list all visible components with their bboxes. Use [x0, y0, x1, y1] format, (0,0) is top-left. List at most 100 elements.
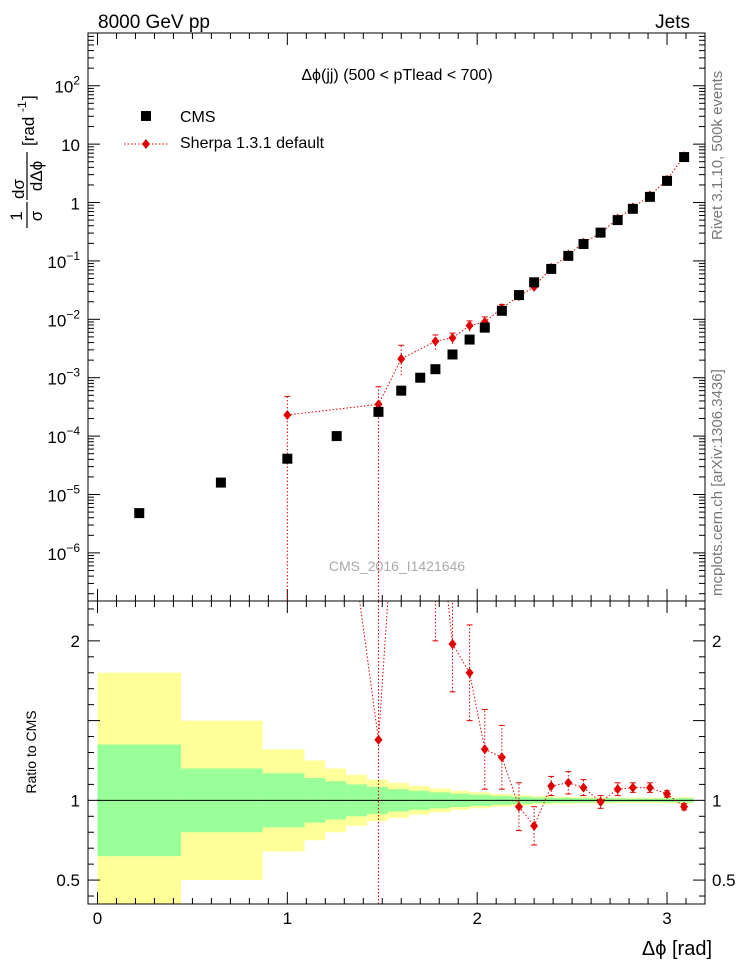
ratio-y-tick-label: 0.5	[56, 871, 80, 890]
sherpa-ratio-point	[497, 752, 506, 763]
sherpa-series-main	[283, 151, 689, 601]
cms-main-point	[563, 250, 574, 261]
watermark: CMS_2016_I1421646	[329, 558, 465, 574]
sherpa-ratio-point	[680, 801, 689, 812]
sherpa-main-point	[283, 409, 292, 420]
cms-main-point	[331, 431, 342, 442]
sherpa-ratio-point	[596, 796, 605, 807]
sherpa-ratio-line-segment	[600, 788, 618, 803]
ratio-y-axis-label: Ratio to CMS	[23, 710, 39, 793]
y-label-ddphi: dΔϕ	[27, 161, 46, 191]
sherpa-ratio-line-segment	[518, 806, 535, 827]
sherpa-ratio-line-segment	[568, 782, 584, 789]
sherpa-ratio-point	[663, 788, 672, 799]
x-tick-label: 2	[472, 909, 481, 928]
cms-main-point	[134, 508, 145, 519]
y-label-sigma: σ	[27, 210, 46, 221]
sherpa-ratio-line-segment	[617, 787, 633, 790]
main-y-axis-label: 1 dσ σ dΔϕ [rad -1 ]	[7, 95, 46, 228]
sherpa-ratio-point	[579, 782, 588, 793]
sherpa-ratio-line-segment	[447, 600, 454, 645]
sherpa-ratio-line-segment	[452, 643, 471, 674]
cms-main-point	[612, 215, 623, 226]
header-right: Jets	[655, 12, 690, 33]
cms-main-point	[396, 385, 407, 396]
sherpa-ratio-line-segment	[359, 600, 379, 740]
y-label-unit: [rad	[19, 117, 38, 146]
cms-main-point	[627, 203, 638, 214]
side-label-mcplots: mcplots.cern.ch [arXiv:1306.3436]	[709, 369, 726, 596]
side-label-rivet: Rivet 3.1.10, 500k events	[709, 71, 726, 240]
cms-main-point	[513, 290, 524, 301]
cms-main-point	[479, 322, 490, 333]
sherpa-ratio-line-segment	[533, 785, 552, 827]
sherpa-ratio-point	[547, 780, 556, 791]
main-panel: 10−6 10−5 10−4 10−3 10−2 10−1 1 10 102 CMS_2016_…	[7, 32, 706, 602]
sherpa-main-point	[431, 336, 440, 347]
y-label-one: 1	[7, 211, 26, 220]
sherpa-ratio-point	[374, 734, 383, 745]
main-y-tick-label: 10−6	[47, 541, 80, 564]
cms-main-point	[447, 349, 458, 360]
legend-cms-label: CMS	[180, 109, 216, 126]
y-label-dsigma: dσ	[9, 179, 28, 199]
sherpa-ratio-line-segment	[666, 793, 685, 808]
cms-main-point	[430, 364, 441, 375]
ratio-y-tick-label-right: 0.5	[712, 871, 736, 890]
x-tick-label: 1	[283, 909, 292, 928]
sherpa-ratio-line-segment	[377, 600, 389, 740]
ratio-y-tick-label-right: 1	[712, 791, 721, 810]
sherpa-ratio-point	[645, 782, 654, 793]
header-left: 8000 GeV pp	[98, 12, 210, 33]
main-y-tick-label: 10−3	[47, 366, 80, 389]
sherpa-main-point	[374, 399, 383, 410]
ratio-y-tick-label: 1	[71, 791, 80, 810]
cms-series-main	[134, 152, 690, 519]
main-x-ticks	[96, 33, 706, 601]
sherpa-main-point	[397, 353, 406, 364]
sherpa-ratio-point	[628, 782, 637, 793]
main-y-tick-label: 10−5	[47, 482, 80, 505]
sherpa-series-ratio	[359, 600, 689, 904]
sherpa-main-point	[465, 320, 474, 331]
y-label-unit-exp: -1	[15, 101, 29, 112]
ratio-x-ticks: 0 1 2 3	[93, 601, 706, 928]
cms-main-point	[662, 175, 673, 186]
legend-cms-marker	[141, 111, 151, 121]
cms-main-point	[529, 277, 540, 288]
x-tick-label: 0	[93, 909, 102, 928]
main-y-tick-label: 10−2	[47, 307, 80, 330]
sherpa-ratio-point	[480, 744, 489, 755]
ratio-y-ticks: 0.5 0.5 1 1 2 2	[56, 608, 736, 897]
cms-main-point	[546, 263, 557, 274]
main-y-ticks: 10−6 10−5 10−4 10−3 10−2 10−1 1 10 102	[47, 32, 705, 595]
main-y-tick-label: 1	[71, 195, 80, 214]
cms-main-point	[496, 305, 507, 316]
sherpa-ratio-point	[465, 667, 474, 678]
cms-main-point	[464, 334, 475, 345]
uncertainty-bands	[97, 672, 694, 904]
sherpa-ratio-point	[448, 639, 457, 650]
sherpa-ratio-point	[613, 784, 622, 795]
y-label-unit-close: ]	[19, 95, 38, 100]
x-tick-label: 3	[662, 909, 671, 928]
cms-main-point	[595, 227, 606, 238]
cms-main-point	[373, 406, 384, 417]
legend-sherpa-marker	[142, 139, 150, 149]
sherpa-ratio-line-segment	[583, 787, 601, 803]
x-axis-label: Δϕ [rad]	[642, 938, 712, 960]
main-y-tick-label: 10−1	[47, 249, 80, 272]
sherpa-main-line	[287, 155, 685, 416]
cms-main-point	[644, 191, 655, 202]
cms-main-point	[578, 238, 589, 249]
legend: CMS Sherpa 1.3.1 default	[124, 109, 325, 152]
cms-main-point	[282, 453, 293, 464]
sherpa-ratio-point	[530, 820, 539, 831]
ratio-frame	[87, 600, 706, 905]
cms-main-point	[415, 372, 426, 383]
sherpa-main-point	[448, 332, 457, 343]
sherpa-ratio-point	[564, 777, 573, 788]
main-y-tick-label: 10−4	[47, 424, 80, 447]
sherpa-ratio-line-segment	[469, 672, 486, 750]
